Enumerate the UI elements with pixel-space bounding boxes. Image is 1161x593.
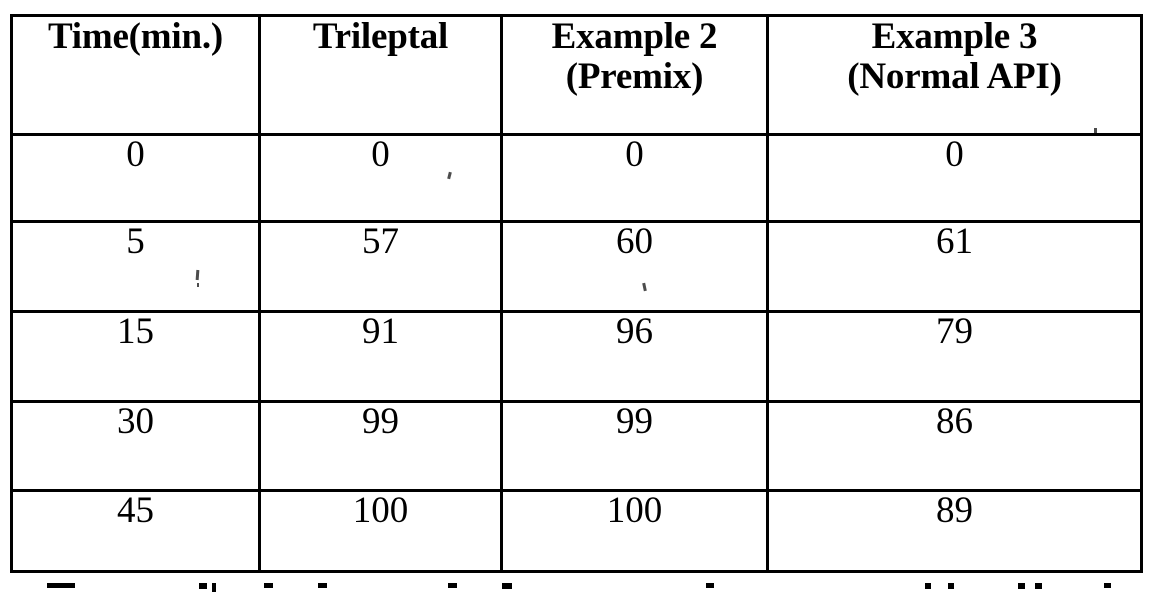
table-header-row: Time(min.) Trileptal Example 2 (Premix) … xyxy=(10,14,1143,136)
cell-example2: 0 xyxy=(500,133,769,223)
text-ascender-tip xyxy=(264,583,273,588)
text-ascender-tip xyxy=(501,583,513,589)
cell-trileptal: 99 xyxy=(258,400,503,492)
cell-example2: 100 xyxy=(500,489,769,573)
table-row: 15 91 96 79 xyxy=(10,310,1143,403)
text-ascender-tip xyxy=(1018,583,1026,589)
table-row: 5 57 60 61 xyxy=(10,220,1143,313)
text-ascender-tip xyxy=(1034,583,1042,589)
text-ascender-tip xyxy=(318,583,328,588)
cell-trileptal: 57 xyxy=(258,220,503,313)
column-header-example-2-line-1: Example 2 xyxy=(551,16,718,57)
scan-artifact-speck xyxy=(1094,128,1097,133)
cell-trileptal: 91 xyxy=(258,310,503,403)
clipped-next-text-line xyxy=(0,583,1161,593)
table-row: 45 100 100 89 xyxy=(10,489,1143,573)
cell-example3: 89 xyxy=(766,489,1143,573)
cell-time: 30 xyxy=(10,400,261,492)
cell-example3: 61 xyxy=(766,220,1143,313)
cell-trileptal: 100 xyxy=(258,489,503,573)
cell-example2: 60 xyxy=(500,220,769,313)
text-ascender-tip xyxy=(705,583,715,588)
text-ascender-tip xyxy=(211,583,217,592)
scan-artifact-speck xyxy=(197,283,199,287)
table-row: 30 99 99 86 xyxy=(10,400,1143,492)
text-ascender-tip xyxy=(1103,583,1112,588)
cell-time: 15 xyxy=(10,310,261,403)
column-header-trileptal-line-1: Trileptal xyxy=(312,16,449,57)
column-header-trileptal: Trileptal xyxy=(258,14,503,136)
cell-example3: 79 xyxy=(766,310,1143,403)
column-header-time-line-1: Time(min.) xyxy=(47,16,224,57)
text-ascender-tip xyxy=(46,583,76,588)
cell-time: 0 xyxy=(10,133,261,223)
column-header-example-3: Example 3 (Normal API) xyxy=(766,14,1143,136)
cell-example3: 0 xyxy=(766,133,1143,223)
column-header-example-2-line-2: (Premix) xyxy=(565,55,704,97)
text-ascender-tip xyxy=(947,583,955,589)
column-header-example-2: Example 2 (Premix) xyxy=(500,14,769,136)
cell-time: 5 xyxy=(10,220,261,313)
text-ascender-tip xyxy=(447,583,458,588)
dissolution-data-table: Time(min.) Trileptal Example 2 (Premix) … xyxy=(10,14,1143,573)
text-ascender-tip xyxy=(925,583,932,589)
cell-trileptal: 0 xyxy=(258,133,503,223)
column-header-example-3-line-2: (Normal API) xyxy=(847,55,1062,97)
column-header-time: Time(min.) xyxy=(10,14,261,136)
column-header-example-3-line-1: Example 3 xyxy=(871,16,1038,57)
cell-example3: 86 xyxy=(766,400,1143,492)
cell-example2: 96 xyxy=(500,310,769,403)
cell-time: 45 xyxy=(10,489,261,573)
text-ascender-tip xyxy=(199,583,207,589)
cell-example2: 99 xyxy=(500,400,769,492)
table-row: 0 0 0 0 xyxy=(10,133,1143,223)
